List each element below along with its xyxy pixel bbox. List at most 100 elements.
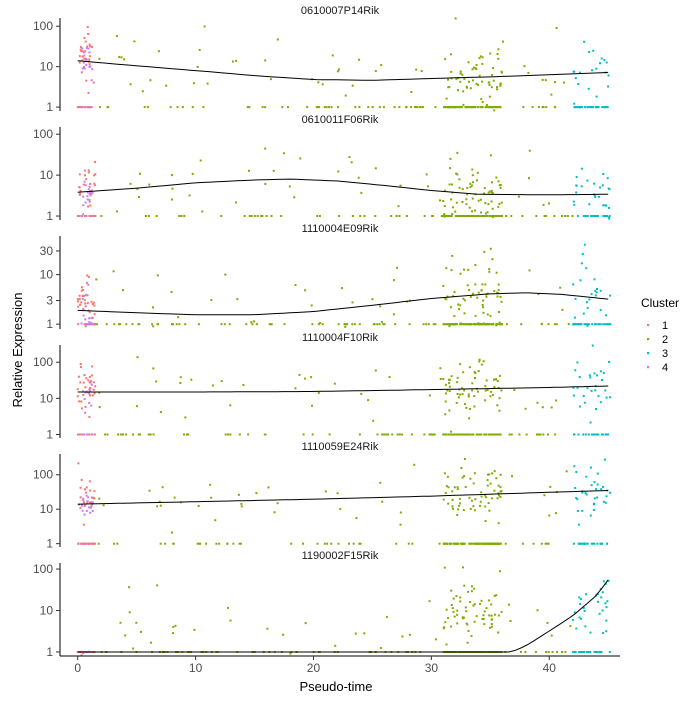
data-point — [478, 74, 481, 77]
data-point — [87, 496, 90, 499]
data-point — [459, 323, 462, 326]
data-point — [371, 298, 374, 301]
data-point — [88, 501, 91, 504]
trend-line — [77, 292, 609, 316]
data-point — [129, 83, 132, 86]
data-point — [459, 542, 462, 545]
data-point — [591, 344, 594, 347]
data-point — [495, 323, 498, 326]
data-point — [87, 379, 90, 382]
data-point — [147, 433, 150, 436]
data-point — [180, 215, 183, 217]
data-point — [480, 98, 483, 101]
data-point — [590, 389, 593, 392]
data-point — [444, 492, 447, 494]
scatter-points — [76, 344, 612, 436]
data-point — [178, 215, 181, 217]
data-point — [91, 365, 94, 368]
data-point — [442, 433, 445, 436]
data-point — [555, 323, 558, 326]
data-point — [496, 323, 499, 326]
data-point — [143, 106, 146, 109]
data-point — [576, 106, 579, 109]
data-point — [83, 67, 86, 70]
data-point — [474, 106, 477, 109]
data-point — [80, 400, 83, 403]
data-point — [484, 520, 487, 522]
data-point — [575, 184, 578, 187]
data-point — [251, 323, 254, 326]
data-point — [81, 509, 84, 512]
data-point — [603, 458, 606, 461]
data-point — [487, 473, 489, 476]
data-point — [85, 433, 88, 436]
data-point — [462, 297, 465, 300]
data-point — [272, 169, 275, 172]
data-point — [236, 298, 239, 301]
data-point — [580, 185, 583, 188]
data-point — [495, 477, 498, 480]
data-point — [453, 615, 456, 618]
data-point — [91, 394, 94, 397]
data-point — [596, 496, 599, 499]
data-point — [555, 399, 558, 402]
data-point — [485, 215, 488, 217]
data-point — [264, 182, 267, 185]
data-point — [471, 433, 474, 436]
data-point — [132, 433, 134, 436]
data-point — [499, 82, 502, 85]
data-point — [473, 405, 476, 408]
data-point — [88, 200, 91, 203]
data-point — [602, 500, 605, 503]
data-point — [97, 542, 100, 545]
data-point — [448, 379, 451, 381]
data-point — [193, 628, 196, 631]
data-point — [575, 471, 578, 473]
data-point — [358, 542, 361, 545]
data-point — [605, 396, 608, 399]
data-point — [463, 389, 466, 392]
data-point — [124, 634, 127, 637]
data-point — [456, 173, 459, 176]
data-point — [269, 78, 272, 81]
data-point — [287, 106, 289, 109]
data-point — [513, 389, 516, 391]
data-point — [489, 106, 492, 109]
data-point — [573, 465, 576, 468]
data-point — [597, 106, 600, 109]
data-point — [176, 106, 179, 109]
data-point — [586, 306, 589, 309]
data-point — [547, 651, 550, 653]
data-point — [461, 616, 464, 619]
data-point — [554, 512, 557, 515]
x-tick-label: 20 — [307, 661, 321, 675]
data-point — [606, 106, 609, 109]
data-point — [353, 323, 356, 326]
data-point — [602, 371, 605, 374]
data-point — [601, 591, 604, 594]
data-point — [440, 215, 443, 217]
data-point — [115, 210, 118, 213]
data-point — [196, 65, 199, 68]
data-point — [491, 472, 494, 475]
data-point — [573, 611, 576, 614]
data-point — [83, 180, 86, 183]
data-point — [141, 90, 144, 93]
data-point — [80, 50, 83, 52]
data-point — [480, 495, 483, 498]
data-point — [94, 323, 97, 326]
legend-title: Cluster — [641, 296, 679, 310]
data-point — [578, 405, 581, 408]
data-point — [264, 147, 267, 150]
data-point — [525, 433, 528, 436]
data-point — [367, 399, 370, 402]
data-point — [87, 188, 90, 191]
data-point — [471, 168, 474, 171]
data-point — [145, 215, 148, 217]
data-point — [88, 321, 91, 323]
data-point — [489, 154, 492, 157]
data-point — [554, 433, 557, 436]
data-point — [250, 215, 253, 217]
data-point — [448, 215, 451, 217]
data-point — [91, 509, 94, 512]
